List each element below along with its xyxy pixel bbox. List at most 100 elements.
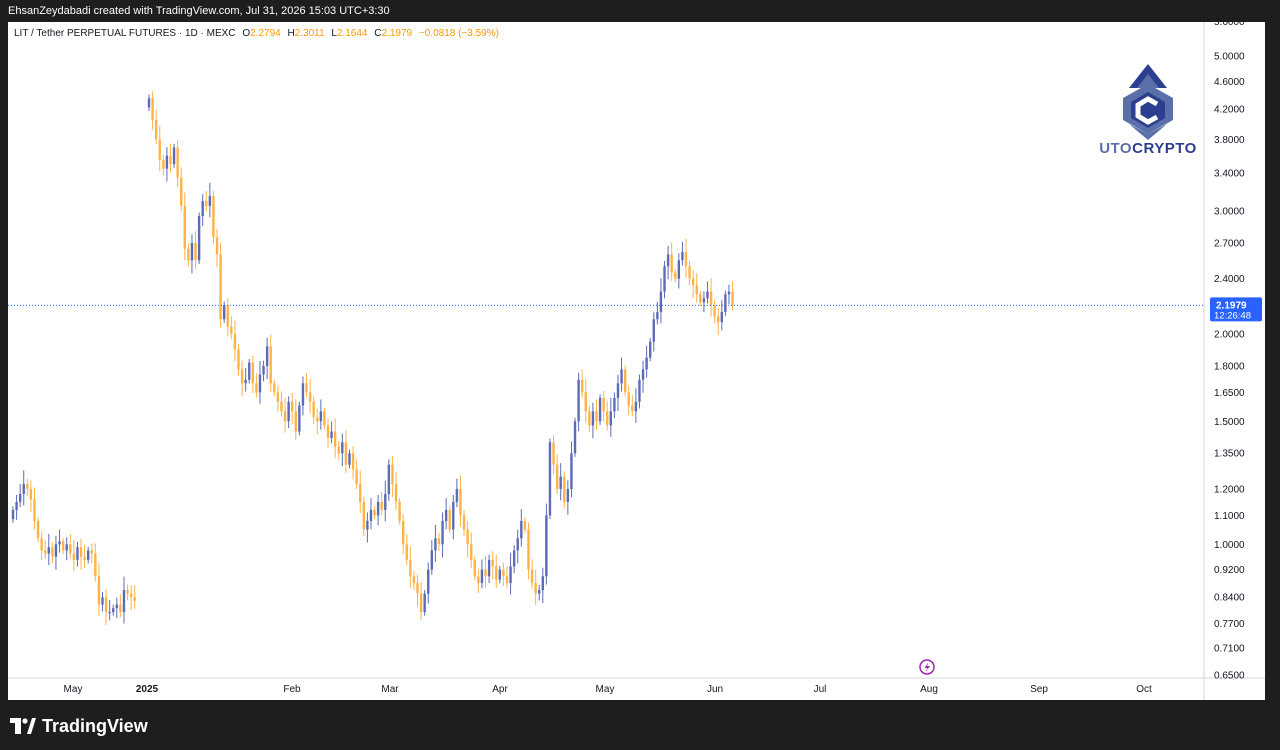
- candle-body: [623, 369, 627, 393]
- candle-body: [205, 201, 208, 206]
- candle-body: [588, 411, 591, 426]
- candle-body: [101, 597, 104, 605]
- price-tick-label: 0.6500: [1214, 671, 1245, 682]
- time-tick-label: Mar: [381, 684, 399, 695]
- candle-body: [226, 305, 229, 327]
- candle-body: [65, 544, 68, 551]
- candle-body: [663, 266, 666, 292]
- candle-body: [133, 597, 136, 601]
- candle-body: [699, 294, 702, 303]
- candle-body: [409, 559, 412, 577]
- candle-body: [387, 464, 391, 495]
- candle-body: [427, 569, 430, 594]
- price-tick-label: 0.9200: [1214, 565, 1245, 576]
- candle-body: [219, 254, 222, 320]
- candle-body: [162, 159, 165, 169]
- uto-crypto-emblem-icon: [1123, 64, 1173, 140]
- price-tick-label: 3.4000: [1214, 169, 1245, 180]
- candle-body: [69, 544, 72, 554]
- candle-body: [731, 291, 734, 306]
- chart-canvas[interactable]: 5.0000 4.6000 4.2000 3.8000 3.4000 3.0000 2.70…: [8, 22, 1265, 700]
- candle-body: [337, 446, 340, 454]
- candle-body: [172, 147, 176, 165]
- candle-body: [566, 488, 570, 502]
- price-tick-label: 5.0000: [1214, 52, 1245, 63]
- candle-body: [717, 316, 720, 323]
- candle-body: [323, 411, 326, 426]
- candle-body: [659, 291, 663, 313]
- candle-body: [291, 401, 294, 412]
- time-tick-label: 2025: [136, 684, 159, 695]
- candle-body: [412, 576, 416, 584]
- candle-body: [570, 453, 573, 489]
- candle-body: [298, 405, 301, 432]
- candle-body: [305, 383, 308, 393]
- candle-body: [552, 442, 555, 465]
- candle-body: [577, 379, 580, 422]
- candle-body: [459, 488, 462, 516]
- candle-body: [713, 305, 716, 317]
- open-label: O: [242, 28, 251, 39]
- candle-body: [691, 278, 695, 286]
- candle-body: [151, 98, 154, 120]
- candle-body: [649, 341, 652, 358]
- candle-body: [448, 509, 451, 530]
- open-value: 2.2794: [250, 28, 281, 39]
- candle-body: [47, 547, 50, 554]
- last-price-label: 2.1979: [1216, 300, 1247, 311]
- candle-body: [505, 576, 509, 584]
- candle-body: [598, 397, 602, 422]
- candle-body: [333, 431, 337, 447]
- candle-body: [523, 520, 527, 530]
- candle-body: [119, 604, 122, 613]
- tradingview-footer[interactable]: TradingView: [10, 714, 148, 738]
- candle-body: [470, 544, 473, 560]
- candle-body: [344, 442, 348, 465]
- time-tick-label: Jul: [814, 684, 827, 695]
- candle-body: [294, 411, 297, 432]
- candle-body: [641, 369, 645, 380]
- price-tick-label: 3.8000: [1214, 135, 1245, 146]
- candle-body: [61, 541, 65, 551]
- candle-body: [645, 357, 648, 370]
- candle-body: [466, 529, 469, 545]
- candle-body: [158, 139, 161, 160]
- candle-body: [609, 411, 613, 426]
- candle-body: [86, 550, 90, 560]
- candle-body: [319, 411, 323, 422]
- candle-body: [29, 488, 33, 500]
- price-tick-label: 1.2000: [1214, 484, 1245, 495]
- symbol-name: LIT / Tether PERPETUAL FUTURES · 1D · ME…: [14, 28, 236, 39]
- candle-body: [72, 553, 76, 560]
- candle-body: [480, 569, 484, 584]
- time-tick-label: Jun: [707, 684, 723, 695]
- candle-body: [287, 401, 290, 422]
- candle-body: [316, 417, 319, 422]
- candle-body: [384, 494, 387, 510]
- candle-body: [548, 442, 552, 516]
- candle-body: [58, 541, 61, 545]
- candle-body: [222, 305, 226, 320]
- candle-body: [330, 431, 333, 438]
- candle-body: [634, 401, 638, 412]
- candle-body: [190, 242, 194, 261]
- candle-body: [187, 248, 190, 261]
- footer-brand-text: TradingView: [42, 715, 148, 736]
- candle-body: [201, 201, 204, 217]
- price-tick-label: 4.6000: [1214, 77, 1245, 88]
- symbol-legend[interactable]: LIT / Tether PERPETUAL FUTURES · 1D · ME…: [14, 28, 499, 39]
- candle-body: [405, 544, 408, 560]
- change-value: −0.0818 (−3.59%): [418, 28, 499, 39]
- price-tick-label: 0.8400: [1214, 593, 1245, 604]
- chart-frame[interactable]: 5.0000 4.6000 4.2000 3.8000 3.4000 3.0000 2.70…: [8, 22, 1265, 700]
- candle-body: [258, 374, 262, 393]
- candle-body: [724, 294, 727, 313]
- candle-body: [491, 559, 494, 567]
- candle-body: [122, 590, 126, 613]
- candle-body: [534, 583, 537, 594]
- candle-body: [44, 550, 47, 554]
- candle-body: [40, 538, 43, 551]
- candle-body: [265, 346, 269, 366]
- candle-body: [112, 608, 115, 613]
- candle-body: [176, 147, 179, 178]
